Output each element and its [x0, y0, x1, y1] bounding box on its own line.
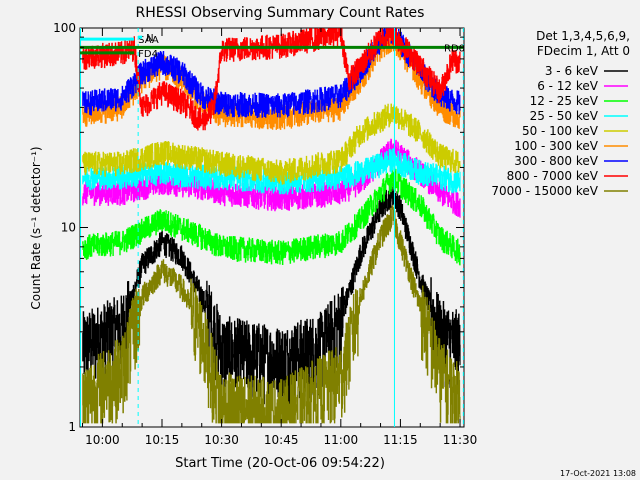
x-tick-label-3: 10:30	[204, 433, 239, 447]
series-5	[82, 103, 461, 185]
legend-label-5: 50 - 100 keV	[522, 124, 599, 138]
legend-header-line1: Det 1,3,4,5,6,9,	[536, 29, 630, 43]
legend-header-line2: FDecim 1, Att 0	[537, 44, 630, 58]
legend-label-1: 3 - 6 keV	[545, 64, 599, 78]
footer-date: 17-Oct-2021 13:08	[560, 469, 636, 478]
legend-label-2: 6 - 12 keV	[537, 79, 599, 93]
series-3	[82, 165, 461, 266]
series-1	[82, 183, 461, 410]
series-line-5	[82, 103, 461, 185]
y-tick-label-1: 1	[68, 420, 76, 434]
axis-layer: 10:00 10:15 10:30 10:45 11:00 11:15 11:30 1 10 10…	[53, 21, 477, 447]
legend-label-7: 300 - 800 keV	[514, 154, 598, 168]
flag-label-2: N	[146, 33, 153, 44]
legend: Det 1,3,4,5,6,9, FDecim 1, Att 0 3 - 6 k…	[491, 29, 630, 198]
series-9	[82, 205, 461, 424]
x-tick-label-6: 11:15	[383, 433, 418, 447]
flag-label-1: SAA	[138, 35, 159, 46]
x-tick-label-7: 11:30	[443, 433, 478, 447]
series-8	[82, 28, 461, 131]
y-axis-title: Count Rate (s⁻¹ detector⁻¹)	[29, 146, 43, 309]
flag-label-3: RD0	[444, 43, 465, 54]
legend-label-8: 800 - 7000 keV	[507, 169, 599, 183]
x-axis-title: Start Time (20-Oct-06 09:54:22)	[175, 456, 385, 471]
series-line-8	[82, 28, 461, 131]
legend-label-9: 7000 - 15000 keV	[491, 184, 598, 198]
legend-label-4: 25 - 50 keV	[530, 109, 599, 123]
y-tick-label-3: 100	[53, 21, 76, 35]
x-tick-label-5: 11:00	[324, 433, 359, 447]
y-tick-label-2: 10	[61, 221, 76, 235]
chart-title: RHESSI Observing Summary Count Rates	[136, 5, 425, 21]
x-tick-label-4: 10:45	[264, 433, 299, 447]
series-line-9	[82, 205, 461, 424]
x-tick-label-2: 10:15	[145, 433, 180, 447]
flag-label-4: FD4	[138, 49, 158, 60]
legend-label-3: 12 - 25 keV	[530, 94, 599, 108]
series-line-3	[82, 165, 461, 266]
x-tick-label-1: 10:00	[85, 433, 120, 447]
series-line-1	[82, 183, 461, 410]
legend-label-6: 100 - 300 keV	[514, 139, 598, 153]
